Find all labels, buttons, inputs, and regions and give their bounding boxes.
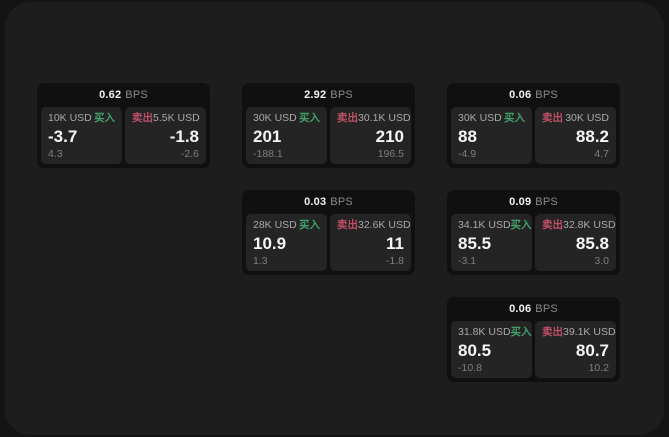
buy-panel[interactable]: 10K USD 买入 -3.7 4.3	[41, 107, 122, 164]
buy-label: 买入	[299, 112, 320, 124]
buy-price: 201	[253, 126, 282, 146]
quote-card-2: 2.92 BPS 30K USD 买入 201 -188.1 卖出 30.1K …	[242, 83, 415, 168]
buy-label: 买入	[504, 112, 525, 124]
buy-amount: 31.8K USD	[458, 326, 511, 338]
bps-value: 2.92	[304, 89, 327, 101]
sell-panel[interactable]: 卖出 30.1K USD 210 196.5	[330, 107, 411, 164]
quote-body: 30K USD 买入 201 -188.1 卖出 30.1K USD 210 1…	[246, 107, 411, 164]
sell-sub-value: -1.8	[385, 254, 404, 267]
bps-unit: BPS	[125, 89, 148, 101]
sell-sub-value: 3.0	[594, 254, 609, 267]
bps-header: 2.92 BPS	[246, 83, 411, 107]
buy-panel[interactable]: 30K USD 买入 88 -4.9	[451, 107, 532, 164]
sell-price: 11	[386, 233, 404, 253]
buy-amount: 10K USD	[48, 112, 92, 124]
quote-body: 30K USD 买入 88 -4.9 卖出 30K USD 88.2 4.7	[451, 107, 616, 164]
sell-sub-value: 10.2	[588, 361, 609, 374]
sell-label: 卖出	[542, 112, 563, 124]
buy-label: 买入	[94, 112, 115, 124]
buy-amount: 30K USD	[458, 112, 502, 124]
sell-label: 卖出	[337, 112, 358, 124]
buy-sub-value: 1.3	[253, 254, 268, 267]
bps-value: 0.09	[509, 196, 532, 208]
quote-card-6: 0.06 BPS 31.8K USD 买入 80.5 -10.8 卖出 39.1…	[447, 297, 620, 382]
buy-panel[interactable]: 28K USD 买入 10.9 1.3	[246, 214, 327, 271]
sell-price: 80.7	[575, 340, 609, 360]
buy-price: 88	[458, 126, 477, 146]
quote-card-4: 0.03 BPS 28K USD 买入 10.9 1.3 卖出 32.6K US…	[242, 190, 415, 275]
bps-header: 0.03 BPS	[246, 190, 411, 214]
sell-amount: 5.5K USD	[153, 112, 200, 124]
buy-label: 买入	[510, 219, 532, 231]
buy-sub-value: -4.9	[458, 147, 477, 160]
buy-price: -3.7	[48, 126, 78, 146]
buy-panel[interactable]: 34.1K USD 买入 85.5 -3.1	[451, 214, 532, 271]
sell-panel[interactable]: 卖出 5.5K USD -1.8 -2.6	[125, 107, 206, 164]
sell-price: -1.8	[169, 126, 199, 146]
bps-value: 0.06	[509, 89, 532, 101]
sell-panel[interactable]: 卖出 30K USD 88.2 4.7	[535, 107, 616, 164]
sell-panel[interactable]: 卖出 32.8K USD 85.8 3.0	[535, 214, 616, 271]
sell-sub-value: -2.6	[180, 147, 199, 160]
sell-label: 卖出	[337, 219, 358, 231]
bps-value: 0.06	[509, 303, 532, 315]
sell-sub-value: 196.5	[377, 147, 404, 160]
sell-amount: 39.1K USD	[563, 326, 616, 338]
buy-sub-value: -188.1	[253, 147, 283, 160]
bps-unit: BPS	[330, 89, 353, 101]
buy-panel[interactable]: 31.8K USD 买入 80.5 -10.8	[451, 321, 532, 378]
buy-sub-value: 4.3	[48, 147, 63, 160]
bps-value: 0.03	[304, 196, 327, 208]
sell-panel[interactable]: 卖出 32.6K USD 11 -1.8	[330, 214, 411, 271]
sell-price: 88.2	[575, 126, 609, 146]
quote-card-3: 0.06 BPS 30K USD 买入 88 -4.9 卖出 30K USD 8…	[447, 83, 620, 168]
quote-body: 28K USD 买入 10.9 1.3 卖出 32.6K USD 11 -1.8	[246, 214, 411, 271]
sell-amount: 32.6K USD	[358, 219, 411, 231]
buy-price: 80.5	[458, 340, 492, 360]
buy-amount: 34.1K USD	[458, 219, 511, 231]
buy-label: 买入	[299, 219, 320, 231]
bps-header: 0.06 BPS	[451, 83, 616, 107]
bps-header: 0.62 BPS	[41, 83, 206, 107]
bps-value: 0.62	[99, 89, 122, 101]
bps-unit: BPS	[330, 196, 353, 208]
quote-card-1: 0.62 BPS 10K USD 买入 -3.7 4.3 卖出 5.5K USD…	[37, 83, 210, 168]
sell-panel[interactable]: 卖出 39.1K USD 80.7 10.2	[535, 321, 616, 378]
bps-unit: BPS	[535, 303, 558, 315]
quote-body: 31.8K USD 买入 80.5 -10.8 卖出 39.1K USD 80.…	[451, 321, 616, 378]
buy-price: 10.9	[253, 233, 287, 253]
sell-label: 卖出	[542, 326, 563, 338]
sell-price: 210	[375, 126, 404, 146]
quote-body: 10K USD 买入 -3.7 4.3 卖出 5.5K USD -1.8 -2.…	[41, 107, 206, 164]
sell-label: 卖出	[132, 112, 153, 124]
sell-label: 卖出	[542, 219, 563, 231]
bps-header: 0.06 BPS	[451, 297, 616, 321]
buy-sub-value: -3.1	[458, 254, 477, 267]
buy-panel[interactable]: 30K USD 买入 201 -188.1	[246, 107, 327, 164]
buy-amount: 28K USD	[253, 219, 297, 231]
sell-amount: 32.8K USD	[563, 219, 616, 231]
sell-price: 85.8	[575, 233, 609, 253]
bps-unit: BPS	[535, 89, 558, 101]
buy-amount: 30K USD	[253, 112, 297, 124]
buy-label: 买入	[510, 326, 532, 338]
buy-price: 85.5	[458, 233, 492, 253]
quote-card-5: 0.09 BPS 34.1K USD 买入 85.5 -3.1 卖出 32.8K…	[447, 190, 620, 275]
sell-amount: 30K USD	[565, 112, 609, 124]
bps-header: 0.09 BPS	[451, 190, 616, 214]
sell-amount: 30.1K USD	[358, 112, 411, 124]
buy-sub-value: -10.8	[458, 361, 482, 374]
sell-sub-value: 4.7	[594, 147, 609, 160]
bps-unit: BPS	[535, 196, 558, 208]
quote-body: 34.1K USD 买入 85.5 -3.1 卖出 32.8K USD 85.8…	[451, 214, 616, 271]
